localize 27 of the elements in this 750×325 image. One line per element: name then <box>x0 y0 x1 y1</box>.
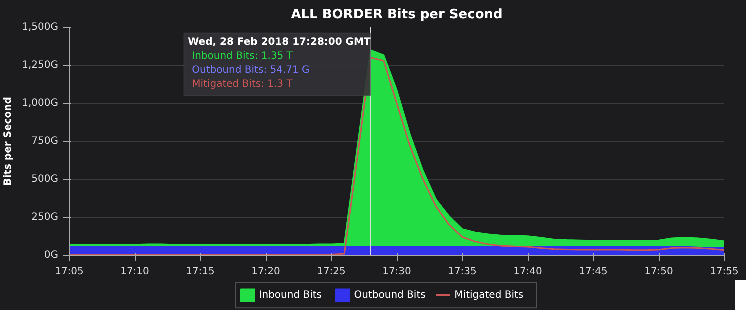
y-tick-label: 1,250G <box>22 60 59 71</box>
annotation: Outbound Bits: 54.71 G <box>192 65 310 76</box>
x-tick-label: 17:40 <box>514 266 542 278</box>
legend-label: Mitigated Bits <box>454 290 524 301</box>
y-tick-label: 250G <box>32 212 59 223</box>
legend-label: Inbound Bits <box>259 290 322 301</box>
legend-label: Outbound Bits <box>354 290 426 301</box>
x-tick-label: 17:45 <box>579 266 608 278</box>
chart-title: ALL BORDER Bits per Second <box>291 8 503 22</box>
x-tick-label: 17:25 <box>317 266 346 278</box>
x-tick-label: 17:30 <box>382 266 412 278</box>
y-tick-label: 1,000G <box>22 98 59 109</box>
x-tick-label: 17:35 <box>448 266 477 278</box>
annotation: Mitigated Bits: 1.3 T <box>192 79 294 90</box>
x-tick-label: 17:15 <box>186 266 215 278</box>
y-axis-title: Bits per Second <box>3 97 14 186</box>
x-tick-label: 17:50 <box>644 266 674 278</box>
x-tick-label: 17:20 <box>252 266 280 278</box>
annotation: Wed, 28 Feb 2018 17:28:00 GMT <box>188 37 371 48</box>
annotation: Inbound Bits: 1.35 T <box>192 51 294 62</box>
x-tick-label: 17:55 <box>710 266 739 278</box>
x-tick-label: 17:10 <box>120 266 150 278</box>
x-tick-label: 17:05 <box>55 266 84 278</box>
y-tick-label: 500G <box>32 174 59 185</box>
y-tick-label: 750G <box>32 136 59 147</box>
y-tick-label: 1,500G <box>22 22 59 33</box>
y-tick-label: 0G <box>44 250 59 261</box>
